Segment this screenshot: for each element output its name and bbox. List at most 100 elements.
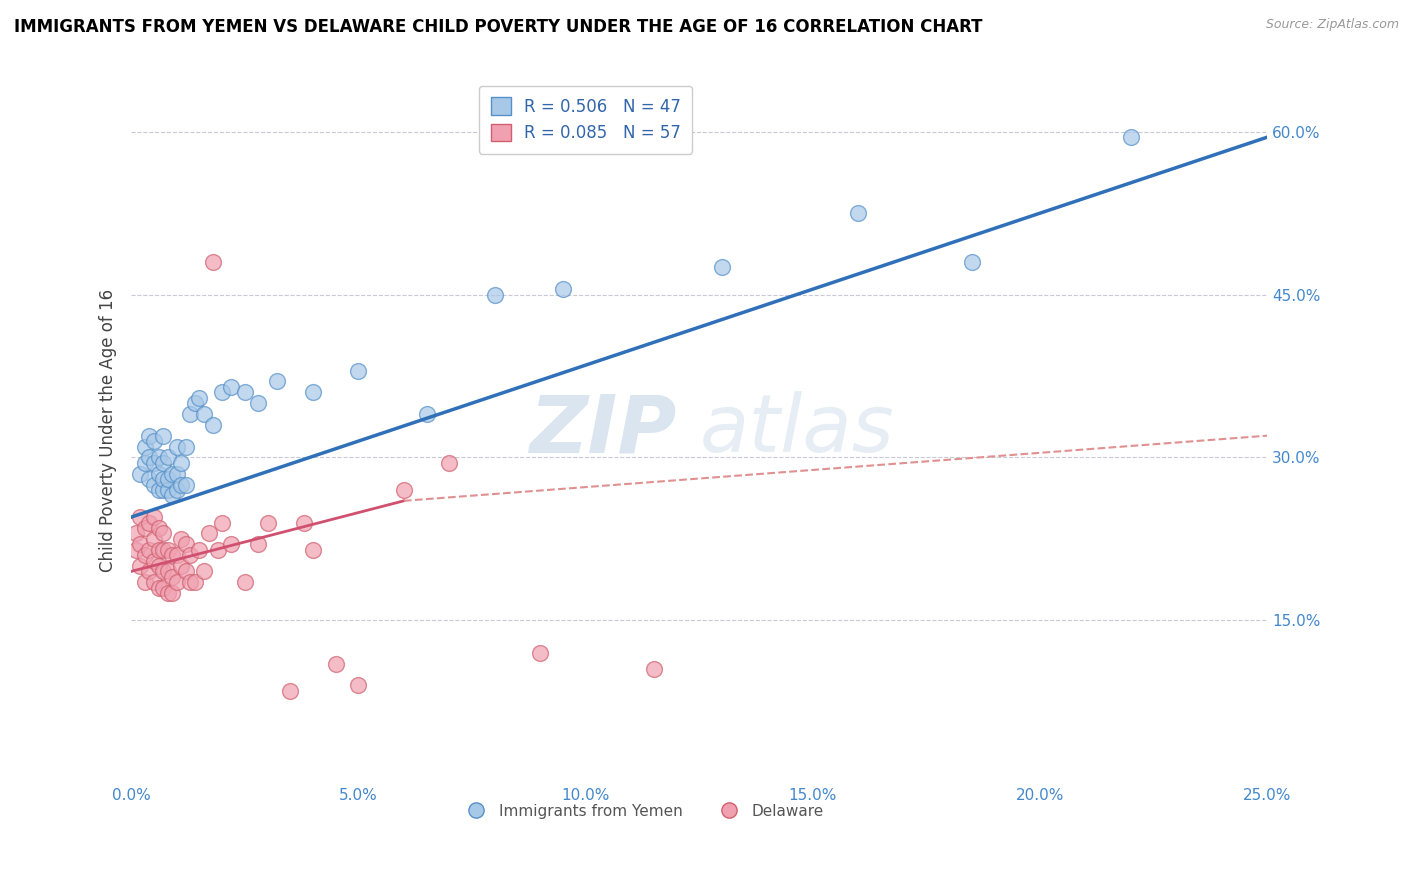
Point <box>551 282 574 296</box>
Point <box>143 575 166 590</box>
Point <box>170 456 193 470</box>
Point <box>247 396 270 410</box>
Point <box>211 385 233 400</box>
Point <box>138 516 160 530</box>
Point <box>484 287 506 301</box>
Point <box>278 683 301 698</box>
Point <box>156 450 179 465</box>
Point <box>266 375 288 389</box>
Point <box>219 380 242 394</box>
Point <box>247 537 270 551</box>
Point <box>129 558 152 573</box>
Point <box>166 575 188 590</box>
Point <box>643 662 665 676</box>
Point <box>129 510 152 524</box>
Point <box>325 657 347 671</box>
Point <box>193 565 215 579</box>
Point <box>188 391 211 405</box>
Point <box>160 467 183 481</box>
Point <box>148 581 170 595</box>
Point <box>134 548 156 562</box>
Point <box>846 206 869 220</box>
Point <box>143 456 166 470</box>
Text: Source: ZipAtlas.com: Source: ZipAtlas.com <box>1265 18 1399 31</box>
Point <box>211 516 233 530</box>
Point <box>174 565 197 579</box>
Point <box>125 542 148 557</box>
Point <box>148 542 170 557</box>
Point <box>152 581 174 595</box>
Point <box>166 467 188 481</box>
Text: atlas: atlas <box>699 392 894 469</box>
Point <box>256 516 278 530</box>
Point <box>1119 130 1142 145</box>
Point <box>134 521 156 535</box>
Point <box>179 575 201 590</box>
Point <box>439 456 461 470</box>
Point <box>160 488 183 502</box>
Point <box>202 255 225 269</box>
Point <box>179 407 201 421</box>
Point <box>152 472 174 486</box>
Point <box>219 537 242 551</box>
Point <box>143 477 166 491</box>
Point <box>138 472 160 486</box>
Point <box>179 548 201 562</box>
Point <box>156 472 179 486</box>
Point <box>148 521 170 535</box>
Point <box>415 407 437 421</box>
Point <box>170 532 193 546</box>
Point <box>166 440 188 454</box>
Point <box>152 565 174 579</box>
Point <box>302 385 325 400</box>
Point <box>166 483 188 497</box>
Text: ZIP: ZIP <box>529 392 676 469</box>
Point <box>170 477 193 491</box>
Point <box>202 417 225 432</box>
Point <box>156 586 179 600</box>
Point <box>138 542 160 557</box>
Point <box>148 558 170 573</box>
Point <box>156 542 179 557</box>
Point <box>156 565 179 579</box>
Point <box>138 428 160 442</box>
Text: IMMIGRANTS FROM YEMEN VS DELAWARE CHILD POVERTY UNDER THE AGE OF 16 CORRELATION : IMMIGRANTS FROM YEMEN VS DELAWARE CHILD … <box>14 18 983 36</box>
Point <box>160 570 183 584</box>
Point <box>148 467 170 481</box>
Point <box>207 542 229 557</box>
Point <box>188 542 211 557</box>
Point <box>166 548 188 562</box>
Y-axis label: Child Poverty Under the Age of 16: Child Poverty Under the Age of 16 <box>100 289 117 572</box>
Point <box>160 586 183 600</box>
Point <box>138 450 160 465</box>
Point <box>148 450 170 465</box>
Point <box>138 565 160 579</box>
Point <box>125 526 148 541</box>
Point <box>134 440 156 454</box>
Point <box>960 255 983 269</box>
Point <box>233 575 256 590</box>
Point <box>184 575 207 590</box>
Point <box>143 434 166 449</box>
Point <box>174 537 197 551</box>
Point <box>347 363 370 377</box>
Point <box>302 542 325 557</box>
Point <box>152 456 174 470</box>
Point <box>711 260 734 275</box>
Point <box>347 678 370 692</box>
Point <box>134 456 156 470</box>
Point <box>148 483 170 497</box>
Point <box>143 553 166 567</box>
Point <box>174 477 197 491</box>
Point <box>197 526 219 541</box>
Point <box>152 428 174 442</box>
Point <box>174 440 197 454</box>
Point <box>529 646 551 660</box>
Point <box>152 483 174 497</box>
Point <box>233 385 256 400</box>
Point <box>184 396 207 410</box>
Point <box>392 483 415 497</box>
Point <box>193 407 215 421</box>
Point <box>129 537 152 551</box>
Point <box>170 558 193 573</box>
